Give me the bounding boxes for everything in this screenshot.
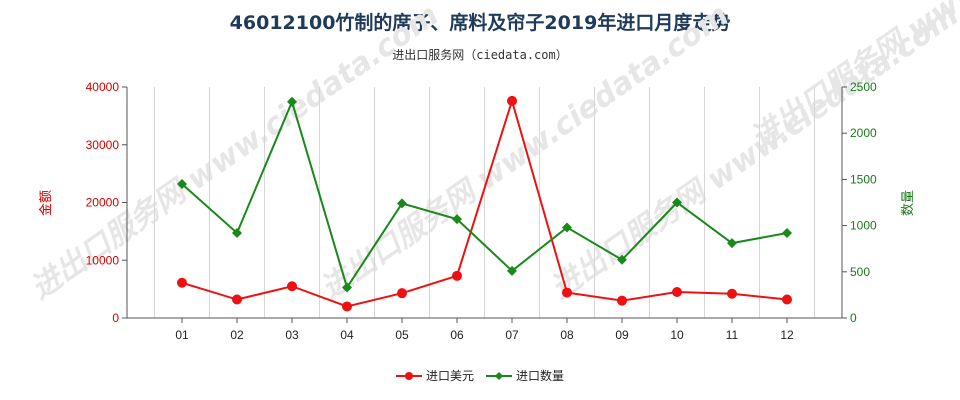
data-point bbox=[177, 277, 187, 288]
y-tick-label-right: 500 bbox=[850, 265, 870, 279]
data-point bbox=[672, 287, 682, 298]
data-point bbox=[727, 288, 737, 299]
series-line bbox=[181, 98, 788, 290]
x-tick-label: 06 bbox=[450, 328, 464, 342]
legend-label: 进口美元 bbox=[426, 369, 474, 383]
data-point bbox=[232, 294, 242, 305]
x-tick-label: 01 bbox=[175, 328, 189, 342]
x-tick-label: 09 bbox=[615, 328, 629, 342]
data-point bbox=[342, 282, 352, 293]
y-axis-label-right: 数量 bbox=[901, 190, 916, 216]
data-point bbox=[562, 222, 572, 233]
axes: 0 10000 20000 30000 40000 0 500 1000 1500 2000 250… bbox=[86, 80, 877, 342]
x-tick-label: 11 bbox=[726, 328, 739, 342]
data-point bbox=[617, 295, 627, 306]
y-axis-label-left: 金额 bbox=[38, 190, 54, 216]
data-point bbox=[452, 270, 462, 281]
data-point bbox=[287, 96, 297, 107]
data-point bbox=[232, 227, 242, 238]
x-tick-label: 12 bbox=[780, 328, 794, 342]
data-point bbox=[397, 198, 407, 209]
data-point bbox=[562, 287, 572, 298]
legend: 进口美元 进口数量 bbox=[396, 368, 564, 383]
y-tick-label-right: 0 bbox=[850, 311, 857, 325]
series bbox=[177, 95, 792, 312]
data-point bbox=[287, 281, 297, 292]
y-tick-label-left: 30000 bbox=[86, 138, 120, 152]
series-2 bbox=[177, 96, 792, 293]
data-point bbox=[782, 294, 792, 305]
x-tick-label: 05 bbox=[395, 328, 409, 342]
data-point bbox=[727, 238, 737, 249]
x-tick-label: 10 bbox=[670, 328, 684, 342]
series-1 bbox=[177, 95, 792, 312]
data-point bbox=[452, 214, 462, 225]
chart-title: 46012100竹制的席子、席料及帘子2019年进口月度走势 bbox=[229, 12, 731, 34]
data-point bbox=[342, 301, 352, 312]
y-tick-label-right: 2500 bbox=[850, 80, 877, 94]
grid bbox=[154, 87, 815, 318]
legend-marker bbox=[495, 372, 503, 380]
legend-marker bbox=[405, 372, 413, 380]
data-point bbox=[507, 265, 517, 276]
data-point bbox=[397, 288, 407, 299]
y-tick-label-left: 10000 bbox=[86, 253, 120, 267]
data-point bbox=[507, 95, 517, 106]
y-tick-label-left: 40000 bbox=[86, 80, 120, 94]
y-tick-label-right: 1000 bbox=[850, 219, 877, 233]
data-point bbox=[782, 227, 792, 238]
x-tick-label: 07 bbox=[505, 328, 519, 342]
x-tick-label: 02 bbox=[230, 328, 244, 342]
x-tick-label: 04 bbox=[340, 328, 354, 342]
y-tick-label-left: 0 bbox=[112, 311, 119, 325]
y-tick-label-right: 1500 bbox=[850, 172, 877, 186]
legend-label: 进口数量 bbox=[516, 368, 564, 383]
x-tick-label: 08 bbox=[560, 328, 574, 342]
data-point bbox=[617, 254, 627, 265]
chart-subtitle: 进出口服务网（ciedata.com） bbox=[392, 48, 568, 62]
data-point bbox=[672, 197, 682, 208]
y-tick-label-right: 2000 bbox=[850, 126, 877, 140]
y-tick-label-left: 20000 bbox=[86, 196, 120, 210]
data-point bbox=[177, 179, 187, 190]
series-line bbox=[181, 97, 788, 308]
x-tick-label: 03 bbox=[285, 328, 299, 342]
